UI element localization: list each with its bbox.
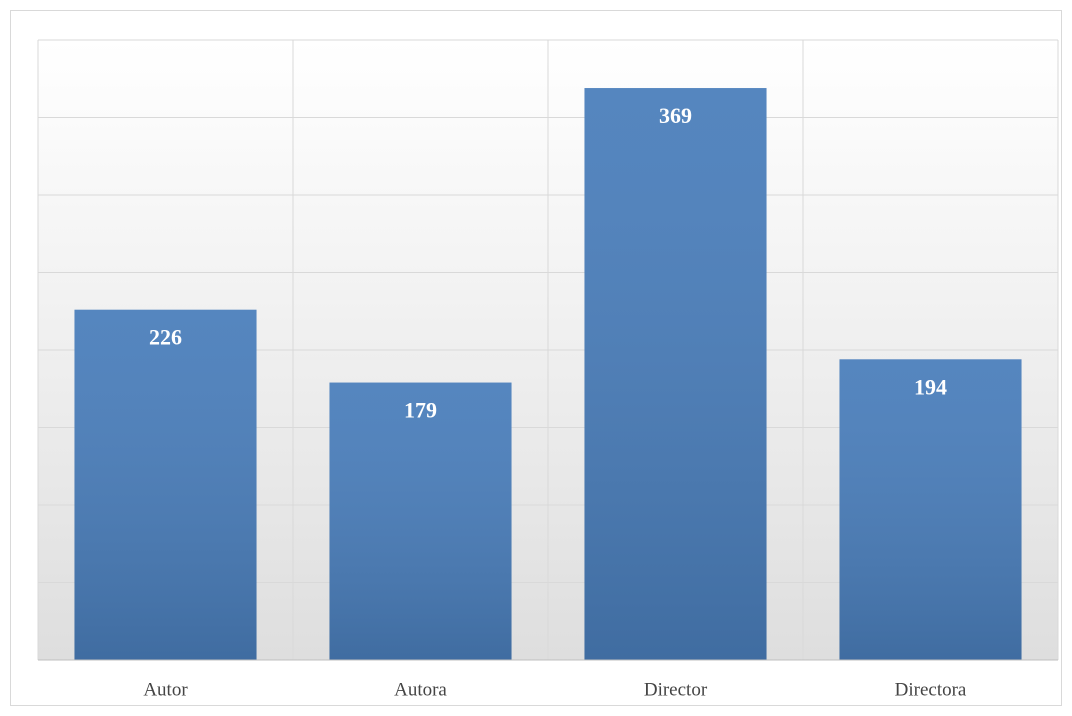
data-label: 226: [149, 325, 182, 350]
bar-shade: [329, 382, 512, 660]
bar-shade: [839, 359, 1022, 660]
marks: Autor 226 Autora 179 Director 369 Directora 194: [38, 88, 1058, 700]
x-tick-label: Director: [644, 679, 708, 700]
data-label: 194: [914, 374, 947, 399]
x-tick-label: Directora: [895, 679, 967, 700]
x-tick-label: Autor: [143, 679, 188, 700]
data-label: 369: [659, 103, 692, 128]
bar-shade: [74, 309, 257, 660]
x-tick-label: Autora: [394, 679, 447, 700]
bar-shade: [584, 88, 767, 661]
data-label: 179: [404, 398, 437, 423]
